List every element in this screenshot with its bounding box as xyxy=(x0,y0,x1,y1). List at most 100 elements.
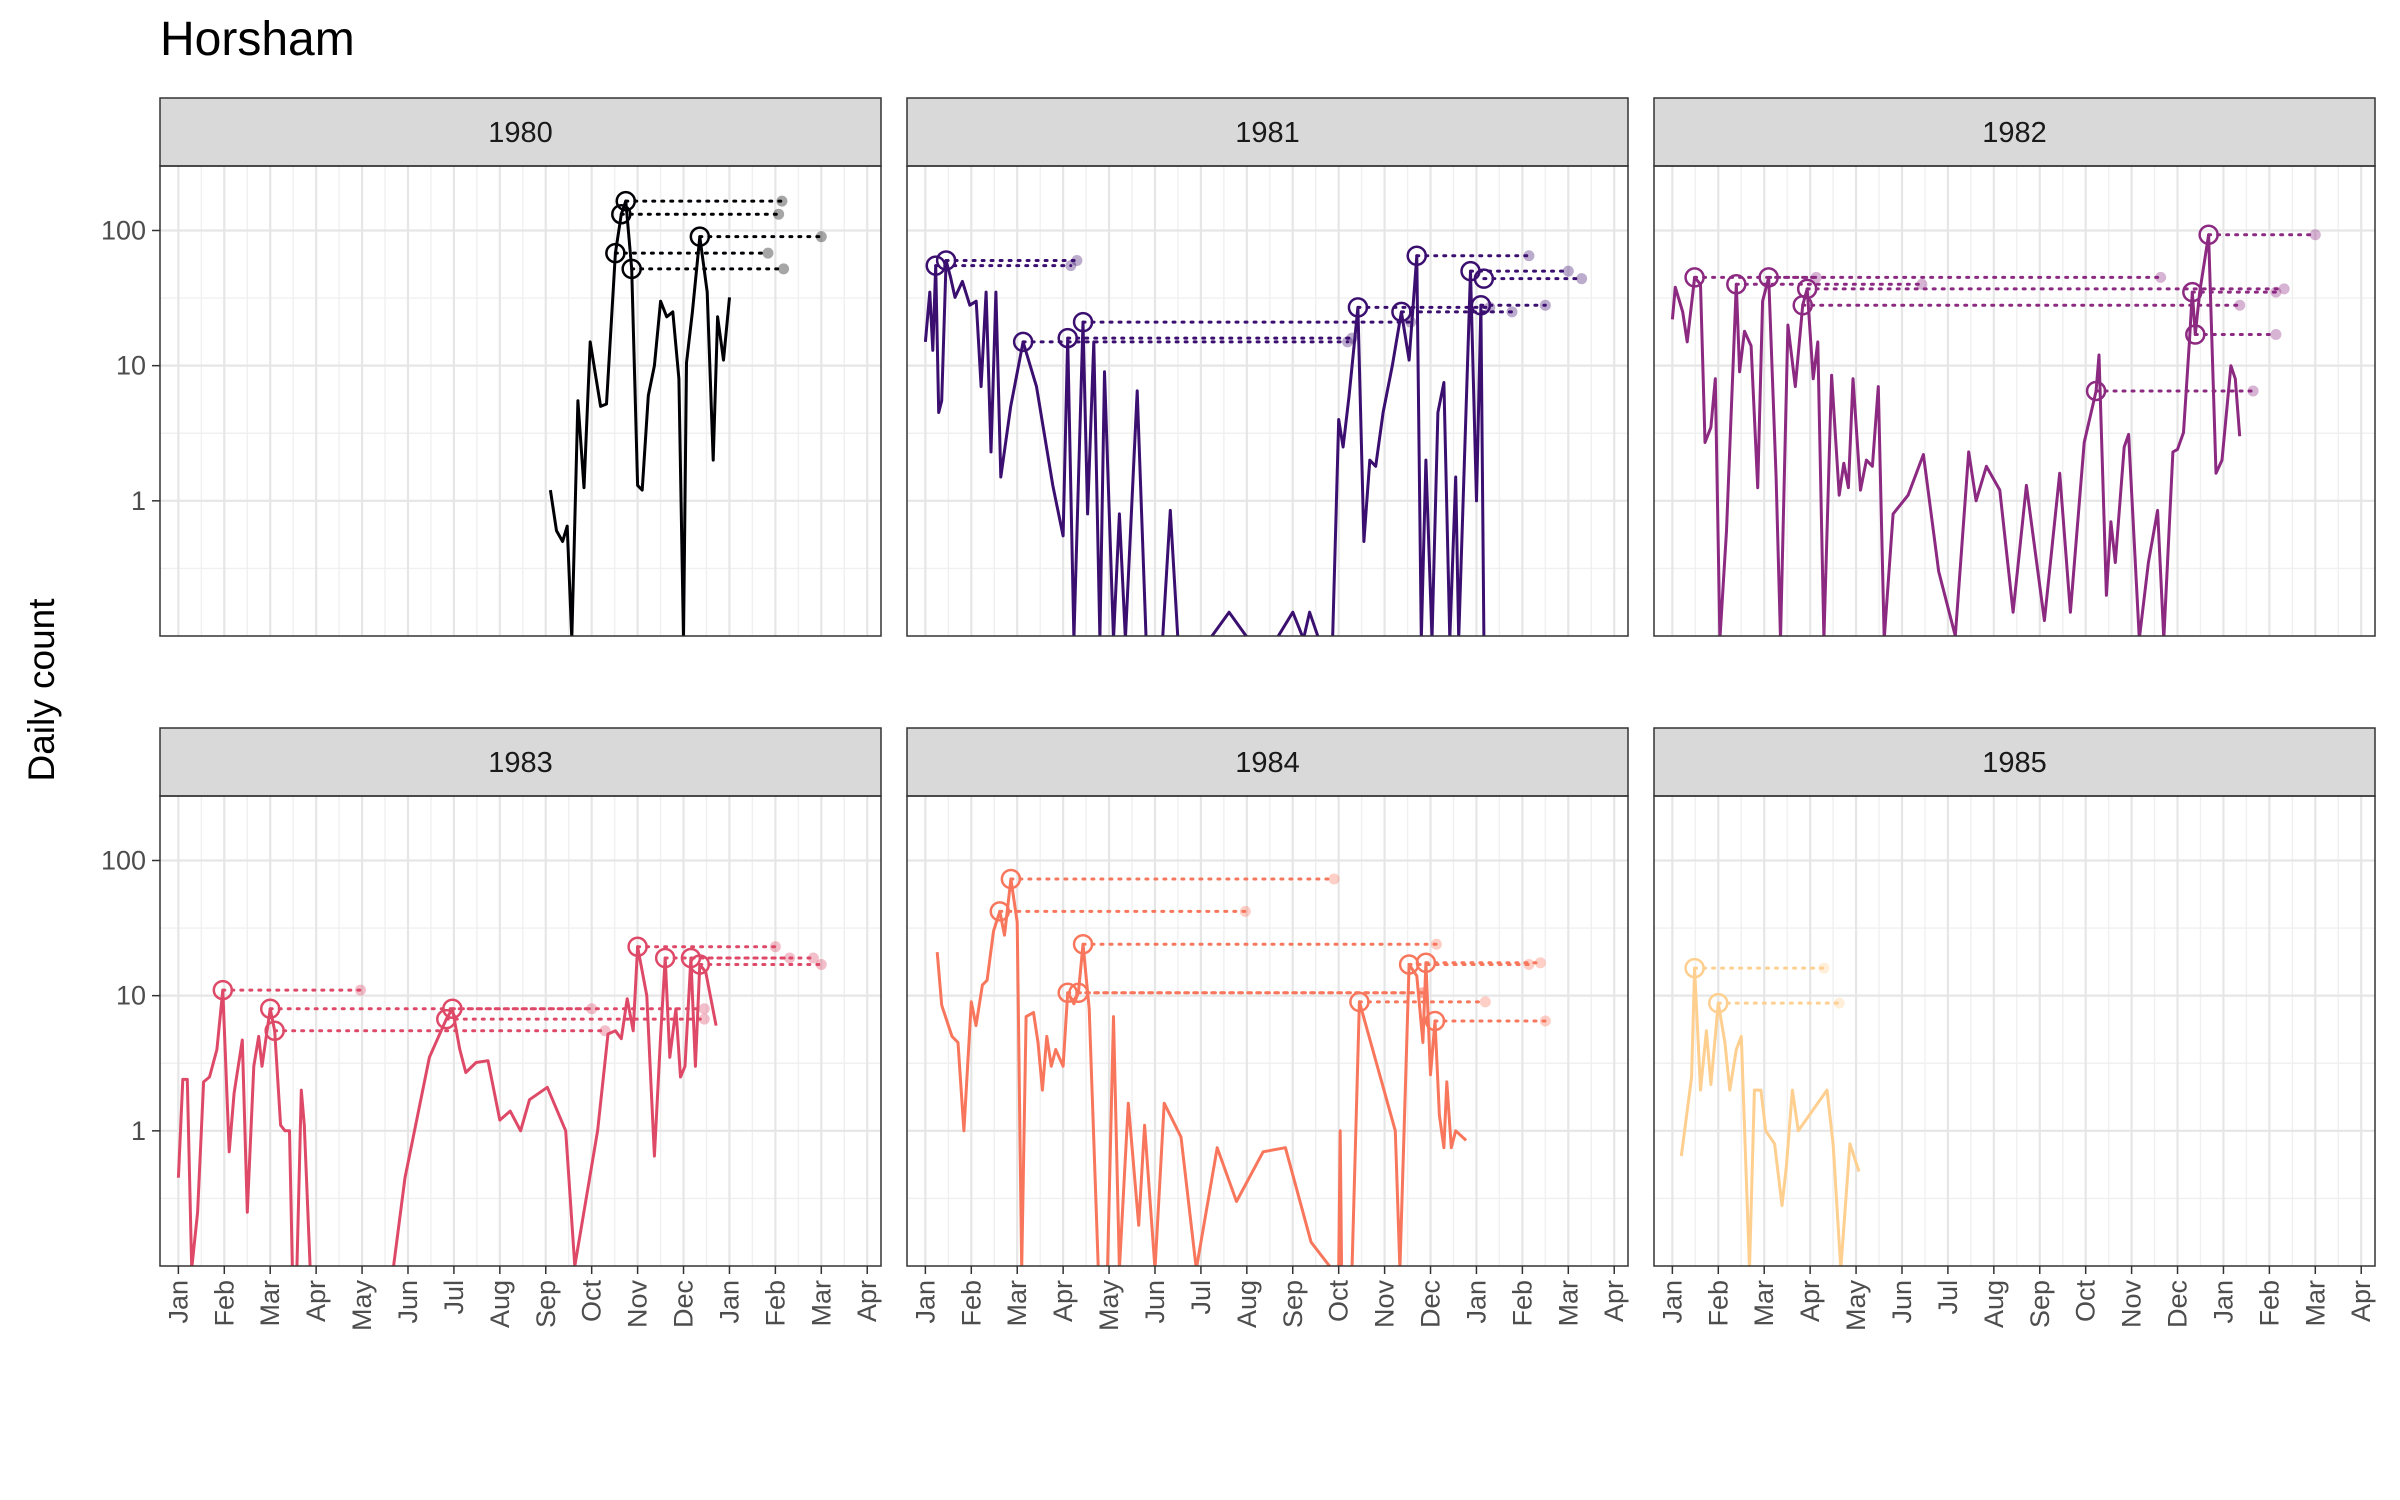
peak-marker xyxy=(2085,380,2107,402)
peak-marker xyxy=(1473,268,1495,289)
peak-end-dot xyxy=(1523,250,1535,262)
peak-end-dot xyxy=(769,941,781,953)
x-tick-label: Jan xyxy=(163,1280,193,1324)
x-tick-label: Mar xyxy=(255,1280,285,1327)
peak-end-dot xyxy=(355,984,367,996)
peak-end-dot xyxy=(1539,299,1551,311)
x-tick-label: Dec xyxy=(1416,1280,1446,1328)
panel-border xyxy=(906,165,1629,637)
peak-marker xyxy=(611,203,632,225)
facet-1981: 1981 xyxy=(906,97,1629,637)
x-tick-label: Mar xyxy=(1749,1280,1779,1327)
facet-strip-label: 1983 xyxy=(488,747,553,779)
x-tick-label: Feb xyxy=(760,1280,790,1327)
x-tick-label: Oct xyxy=(2071,1280,2101,1323)
peak-marker xyxy=(264,1020,285,1042)
peak-marker xyxy=(605,242,626,264)
x-tick-label: Jul xyxy=(1186,1280,1216,1315)
peak-end-dot xyxy=(1430,938,1442,950)
peak-marker xyxy=(627,936,648,958)
peak-end-dot xyxy=(1065,260,1077,272)
x-tick-label: Oct xyxy=(1324,1280,1354,1323)
x-tick-label: Apr xyxy=(852,1280,882,1322)
peak-marker xyxy=(1406,245,1428,267)
x-tick-label: Feb xyxy=(2254,1280,2284,1327)
x-tick-label: Feb xyxy=(1507,1280,1537,1327)
peak-marker xyxy=(1057,327,1078,349)
facet-strip xyxy=(1653,727,2376,797)
facet-strip-label: 1985 xyxy=(1982,747,2047,779)
facet-data xyxy=(923,245,1588,636)
facet-strip xyxy=(906,727,1629,797)
x-tick-label: Dec xyxy=(2163,1280,2193,1328)
peak-end-dot xyxy=(1539,1015,1551,1027)
peak-end-dot xyxy=(2247,385,2259,397)
x-tick-label: Mar xyxy=(2300,1280,2330,1327)
peak-end-dot xyxy=(773,208,785,220)
x-tick-label: Jan xyxy=(2208,1280,2238,1324)
peak-marker xyxy=(1684,267,1705,288)
peak-end-dot xyxy=(1071,254,1083,266)
peak-marker xyxy=(1415,952,1437,974)
peak-end-dot xyxy=(698,1013,710,1025)
x-tick-label: Jun xyxy=(1140,1280,1170,1324)
x-tick-label: Feb xyxy=(1703,1280,1733,1327)
peak-end-dot xyxy=(1342,336,1354,348)
x-tick-label: Aug xyxy=(1232,1280,1262,1328)
x-tick-label: Feb xyxy=(209,1280,239,1327)
x-tick-label: Jan xyxy=(1657,1280,1687,1324)
panel-background xyxy=(1654,796,2375,1266)
peak-marker xyxy=(989,901,1011,922)
peak-marker xyxy=(689,954,711,975)
peak-marker xyxy=(1391,301,1412,323)
peak-marker xyxy=(925,255,946,276)
facet-strip xyxy=(159,727,882,797)
facet-strip-label: 1980 xyxy=(488,117,553,149)
panel-background xyxy=(907,796,1628,1266)
peak-end-dot xyxy=(2309,229,2321,241)
peak-end-dot xyxy=(1479,996,1491,1008)
peak-end-dot xyxy=(1562,265,1574,277)
peak-end-dot xyxy=(698,1003,710,1015)
peak-marker xyxy=(1057,982,1078,1004)
peak-marker xyxy=(1726,274,1747,295)
peak-marker xyxy=(436,1008,457,1030)
peak-end-dot xyxy=(815,231,827,243)
x-tick-label: Apr xyxy=(1599,1280,1629,1322)
peak-marker xyxy=(689,226,711,247)
peak-end-dot xyxy=(1534,957,1546,969)
peak-end-dot xyxy=(762,247,774,259)
peak-end-dot xyxy=(778,263,790,275)
peak-marker xyxy=(935,250,957,271)
x-tick-label: Aug xyxy=(1979,1280,2009,1328)
x-tick-label: Mar xyxy=(1002,1280,1032,1327)
x-tick-label: Nov xyxy=(1370,1280,1400,1329)
series-line-1983 xyxy=(176,945,718,1266)
facet-strip-label: 1984 xyxy=(1235,747,1300,779)
peak-marker xyxy=(1470,294,1492,316)
facet-strip xyxy=(159,97,882,167)
peak-end-dot xyxy=(1523,959,1535,971)
peak-end-dot xyxy=(1818,962,1830,974)
peak-end-dot xyxy=(1576,273,1588,285)
peak-marker xyxy=(2185,324,2206,345)
panel-border xyxy=(906,795,1629,1267)
peak-marker xyxy=(654,947,676,969)
x-tick-label: Apr xyxy=(301,1280,331,1322)
series-line-1984 xyxy=(935,877,1468,1266)
x-tick-label: Jun xyxy=(393,1280,423,1324)
peak-end-dot xyxy=(1239,905,1251,917)
peak-marker xyxy=(1068,982,1089,1004)
peak-marker xyxy=(1792,294,1813,316)
peak-marker xyxy=(1349,991,1370,1013)
peak-end-dot xyxy=(2234,299,2246,311)
peak-marker xyxy=(1424,1010,1446,1032)
x-tick-label: Jan xyxy=(1461,1280,1491,1324)
peak-end-dot xyxy=(2270,286,2282,298)
x-tick-label: Apr xyxy=(1795,1280,1825,1322)
peak-marker xyxy=(259,998,281,1020)
x-tick-label: May xyxy=(347,1280,377,1332)
peak-marker xyxy=(212,979,234,1001)
peak-end-dot xyxy=(1833,997,1845,1009)
peak-end-dot xyxy=(2278,283,2290,295)
